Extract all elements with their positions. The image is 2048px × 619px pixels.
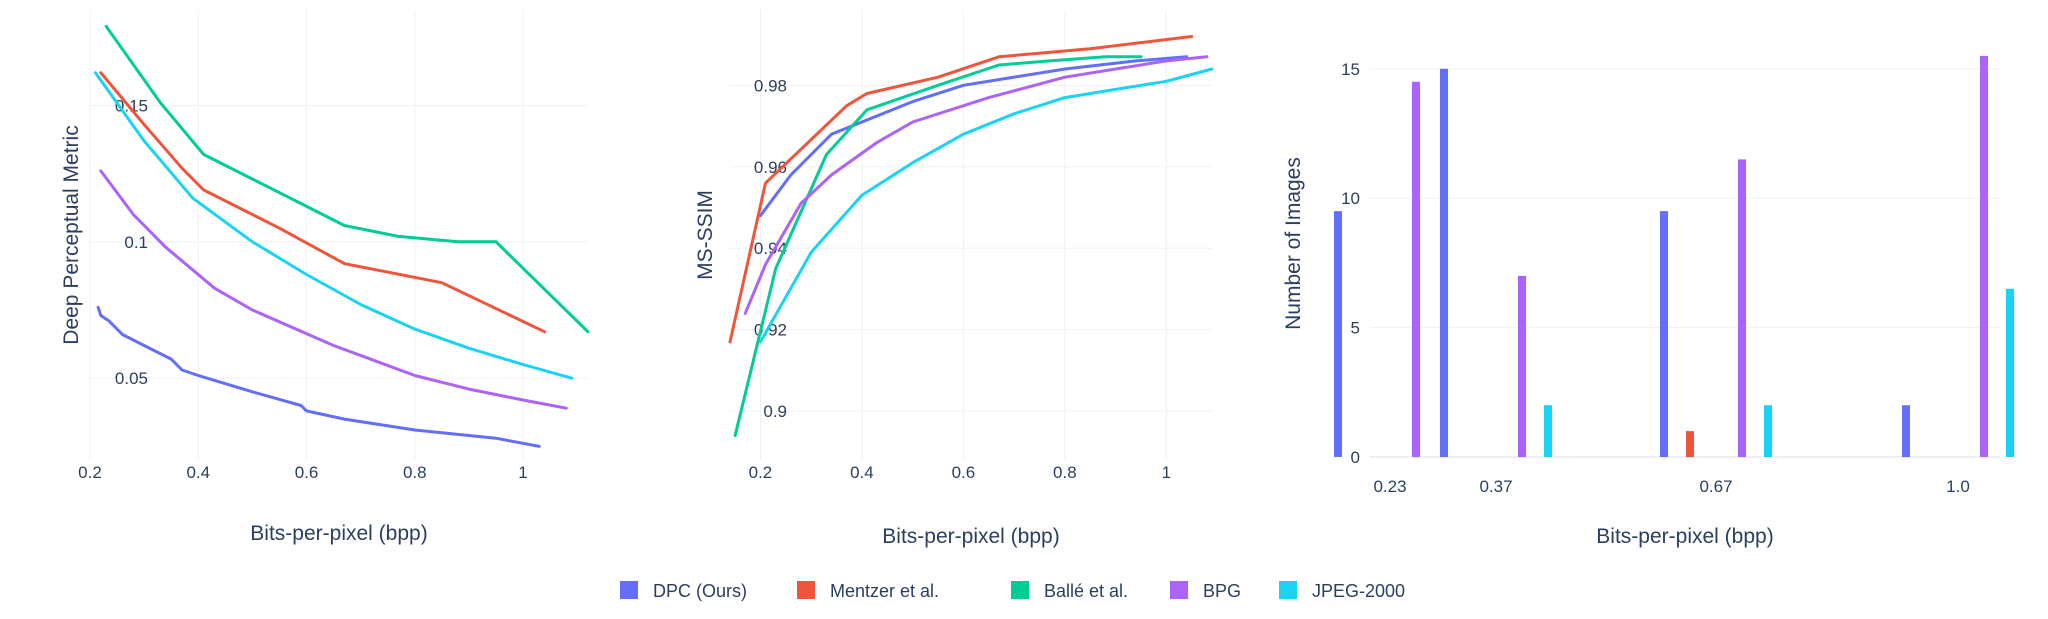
x-tick-label: 0.8 bbox=[1053, 463, 1077, 482]
legend-swatch-balle-et-al bbox=[1011, 581, 1029, 599]
series-line-balle-et-al bbox=[733, 55, 1143, 438]
x-axis-title: Bits-per-pixel (bpp) bbox=[882, 525, 1059, 548]
series-line-bpg bbox=[743, 55, 1209, 315]
x-tick-label: 0.6 bbox=[952, 463, 976, 482]
series-line-dpc-ours bbox=[758, 55, 1189, 218]
legend: DPC (Ours) Mentzer et al. Ballé et al. BPG J… bbox=[620, 581, 1405, 601]
x-tick-label: 1.0 bbox=[1946, 477, 1970, 496]
series-line-mentzer-et-al bbox=[728, 35, 1194, 344]
legend-item-mentzer-et-al: Mentzer et al. bbox=[797, 581, 939, 601]
x-tick-label: 0.8 bbox=[403, 463, 427, 482]
bar-dpc-ours-0-23 bbox=[1334, 211, 1342, 457]
legend-item-bpg: BPG bbox=[1170, 581, 1241, 601]
bar-bpg-0-23 bbox=[1412, 81, 1420, 458]
legend-swatch-jpeg-2000 bbox=[1279, 581, 1297, 599]
y-tick-label: 15 bbox=[1341, 60, 1360, 79]
x-tick-label: 0.2 bbox=[78, 463, 102, 482]
x-tick-label: 0.4 bbox=[850, 463, 874, 482]
x-tick-label: 0.2 bbox=[749, 463, 773, 482]
bar-mentzer-et-al-0-67 bbox=[1686, 431, 1694, 457]
legend-label-jpeg-2000: JPEG-2000 bbox=[1312, 581, 1405, 601]
x-tick-label: 0.67 bbox=[1699, 477, 1732, 496]
bar-dpc-ours-0-67 bbox=[1660, 211, 1668, 457]
y-tick-label: 0.05 bbox=[115, 369, 148, 388]
y-tick-label: 0.1 bbox=[124, 233, 148, 252]
series-line-bpg bbox=[99, 169, 568, 410]
bar-dpc-ours-0-37 bbox=[1440, 68, 1448, 458]
y-tick-label: 0.9 bbox=[763, 402, 787, 421]
x-tick-label: 0.23 bbox=[1373, 477, 1406, 496]
y-axis-title: Deep Perceptual Metric bbox=[60, 125, 83, 344]
bar-bpg-0-37 bbox=[1518, 275, 1526, 457]
y-tick-label: 10 bbox=[1341, 189, 1360, 208]
chart-number-of-images: 0 5 10 15 0.23 0.37 0.67 1.0 Bits-per-pixel (bpp… bbox=[1282, 55, 2014, 548]
legend-item-dpc-ours: DPC (Ours) bbox=[620, 581, 747, 601]
x-tick-label: 1 bbox=[518, 463, 527, 482]
legend-item-balle-et-al: Ballé et al. bbox=[1011, 581, 1128, 601]
legend-label-mentzer-et-al: Mentzer et al. bbox=[830, 581, 939, 601]
y-tick-label: 0.98 bbox=[754, 76, 787, 95]
legend-label-dpc-ours: DPC (Ours) bbox=[653, 581, 747, 601]
y-tick-label: 0 bbox=[1351, 448, 1360, 467]
series-line-dpc-ours bbox=[96, 305, 541, 448]
series-line-balle-et-al bbox=[104, 24, 590, 334]
series-line-mentzer-et-al bbox=[99, 71, 547, 334]
x-tick-label: 0.6 bbox=[295, 463, 319, 482]
legend-swatch-dpc-ours bbox=[620, 581, 638, 599]
y-axis-title: MS-SSIM bbox=[694, 190, 717, 280]
legend-swatch-bpg bbox=[1170, 581, 1188, 599]
legend-label-balle-et-al: Ballé et al. bbox=[1044, 581, 1128, 601]
x-tick-label: 0.37 bbox=[1479, 477, 1512, 496]
chart-ms-ssim: 0.2 0.4 0.6 0.8 10.90.920.940.960.98Bits-per… bbox=[694, 10, 1214, 548]
legend-swatch-mentzer-et-al bbox=[797, 581, 815, 599]
bar-dpc-ours-1-0 bbox=[1902, 405, 1910, 457]
x-axis-title: Bits-per-pixel (bpp) bbox=[250, 522, 427, 545]
series-line-jpeg-2000 bbox=[758, 67, 1214, 344]
x-axis-title: Bits-per-pixel (bpp) bbox=[1596, 525, 1773, 548]
y-axis-title: Number of Images bbox=[1282, 157, 1305, 330]
x-tick-label: 1 bbox=[1162, 463, 1171, 482]
series-line-jpeg-2000 bbox=[93, 71, 574, 380]
bar-bpg-0-67 bbox=[1738, 159, 1746, 458]
bar-jpeg-2000-1-0 bbox=[2006, 288, 2014, 457]
legend-label-bpg: BPG bbox=[1203, 581, 1241, 601]
bar-jpeg-2000-0-37 bbox=[1544, 405, 1552, 457]
x-tick-label: 0.4 bbox=[186, 463, 210, 482]
y-tick-label: 5 bbox=[1351, 319, 1360, 338]
bar-bpg-1-0 bbox=[1980, 55, 1988, 458]
legend-item-jpeg-2000: JPEG-2000 bbox=[1279, 581, 1405, 601]
bar-jpeg-2000-0-67 bbox=[1764, 405, 1772, 457]
